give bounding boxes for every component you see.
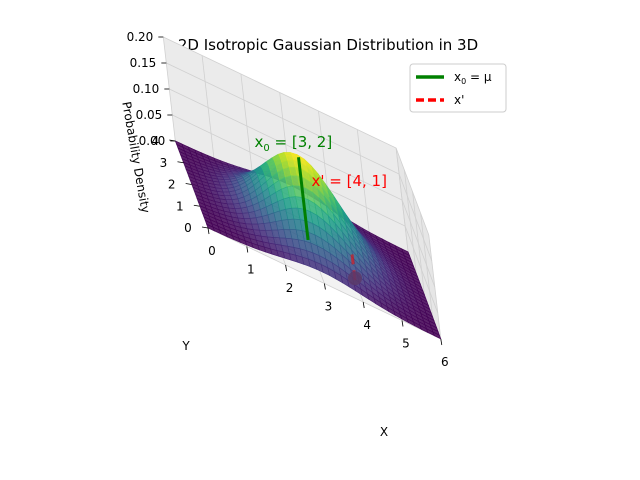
z-tick-label: 0.10 xyxy=(133,82,160,96)
x-tick-mark xyxy=(401,320,404,327)
point-marker-0: x0 = [3, 2] xyxy=(255,133,333,241)
x-axis-label: X xyxy=(380,425,388,439)
x-tick-label: 3 xyxy=(325,300,333,314)
y-tick-mark xyxy=(193,204,200,207)
grid-line-z xyxy=(169,88,436,288)
point-dot xyxy=(348,271,363,286)
y-tick-label: 4 xyxy=(151,134,159,148)
y-tick-label: 3 xyxy=(160,156,168,170)
point-markers: x0 = [3, 2] x' = [4, 1] xyxy=(255,133,387,286)
x-tick-label: 0 xyxy=(208,244,216,258)
z-tick-label: 0.20 xyxy=(127,30,154,44)
x-tick-label: 2 xyxy=(286,281,294,295)
x-tick-label: 6 xyxy=(441,355,449,369)
y-tick-mark xyxy=(177,161,184,164)
x-tick-label: 5 xyxy=(402,337,410,351)
x-tick-mark xyxy=(362,301,365,309)
y-tick-mark xyxy=(185,183,192,185)
z-tick-label: 0.05 xyxy=(136,108,163,122)
z-tick-label: 0.00 xyxy=(139,134,166,148)
point-label: x' = [4, 1] xyxy=(312,172,387,190)
legend-entry: x' xyxy=(454,93,464,107)
chart-title: 2D Isotropic Gaussian Distribution in 3D xyxy=(178,36,478,54)
y-tick-label: 2 xyxy=(168,178,176,192)
x-tick-label: 4 xyxy=(363,318,371,332)
grid-line-z xyxy=(166,62,433,262)
legend: x0 = μ x' xyxy=(409,63,507,113)
grid-line-z xyxy=(163,36,430,236)
grid-line-z xyxy=(172,114,439,314)
x-tick-mark xyxy=(246,246,249,253)
x-tick-mark xyxy=(324,283,326,290)
point-marker-1: x' = [4, 1] xyxy=(312,172,387,286)
y-tick-label: 0 xyxy=(184,221,192,235)
legend-entry: x0 = μ xyxy=(454,70,492,86)
y-axis-label: Y xyxy=(181,339,190,353)
z-tick-label: 0.15 xyxy=(130,56,157,70)
y-tick-mark xyxy=(201,226,209,229)
x-tick-mark xyxy=(440,338,443,346)
x-tick-mark xyxy=(285,264,287,272)
point-stem xyxy=(297,157,310,241)
point-label: x0 = [3, 2] xyxy=(255,133,333,154)
x-tick-mark xyxy=(207,227,210,235)
surface-patch xyxy=(432,331,442,340)
y-tick-label: 1 xyxy=(176,199,184,213)
x-tick-label: 1 xyxy=(247,263,255,277)
